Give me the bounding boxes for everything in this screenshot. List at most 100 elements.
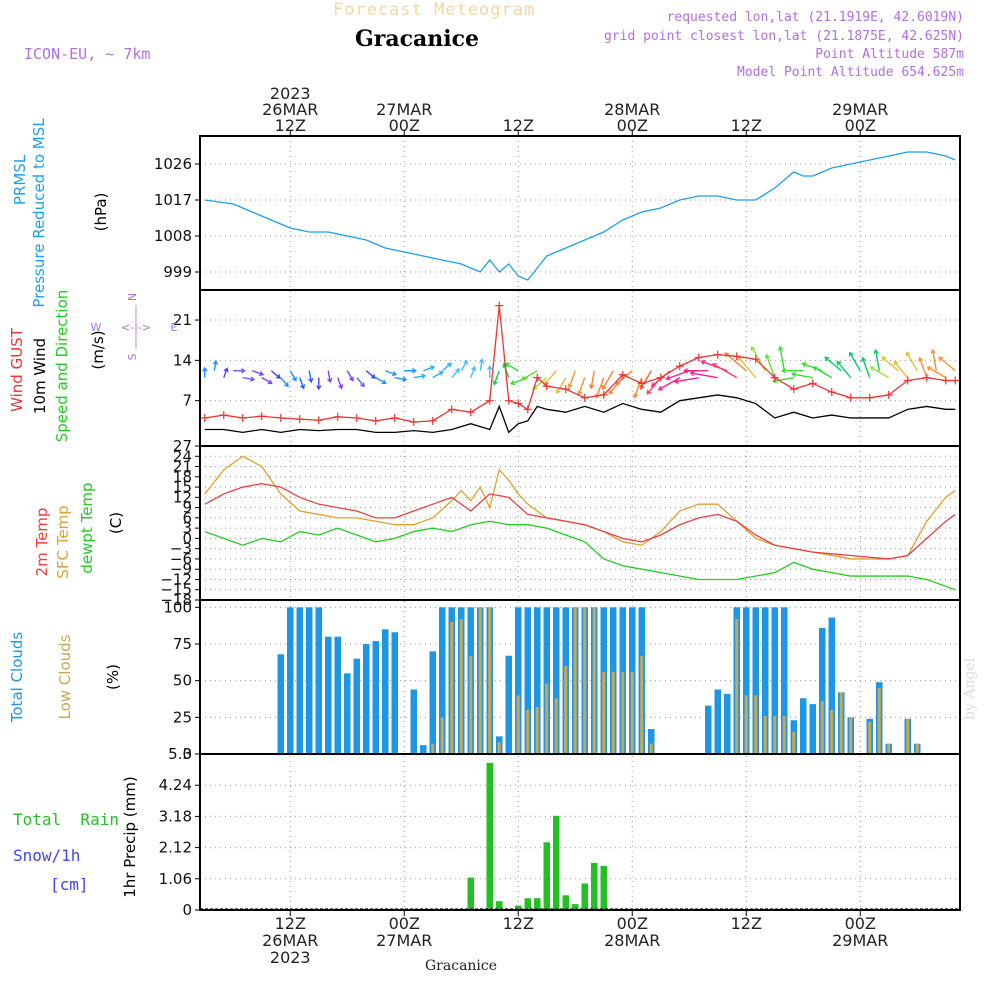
wind-vector-head <box>349 376 354 382</box>
wind-vector-head <box>905 351 911 357</box>
wind-gust-marker <box>428 416 437 425</box>
total-cloud-bar <box>553 607 560 754</box>
temperature-tick-label: −9 <box>170 560 192 578</box>
total-cloud-bar <box>334 636 341 754</box>
total-cloud-bar <box>828 617 835 754</box>
wind-vector-head <box>764 353 771 359</box>
compass-west: W <box>91 321 102 334</box>
wind-gust-marker <box>371 416 380 425</box>
bottom-time-label: 12Z <box>731 914 762 933</box>
wind-vector-head <box>918 356 924 362</box>
wind-vector-head <box>284 382 289 388</box>
wind-vector-head <box>446 362 452 368</box>
precip-tick-label: 1.06 <box>159 870 192 888</box>
wind-gust-marker <box>561 385 570 394</box>
low-cloud-bar <box>554 698 558 754</box>
wind-vector-head <box>471 365 477 371</box>
wind-vector <box>615 370 633 385</box>
temperature-tick-label: 12 <box>173 488 192 506</box>
total-cloud-bar <box>372 641 379 754</box>
wind-vector-head <box>750 345 756 352</box>
wind-vector-head <box>861 356 867 362</box>
wind-gust-marker <box>618 370 627 379</box>
temperature-tick-label: 21 <box>173 458 192 476</box>
bottom-time-label: 00Z <box>389 914 420 933</box>
total-cloud-bar <box>296 607 303 754</box>
top-time-label: 27MAR <box>376 100 432 119</box>
wind-vector <box>640 370 652 390</box>
wind-vector-head <box>801 362 807 368</box>
wind-vector <box>918 357 928 378</box>
wind-gust-marker <box>390 413 399 422</box>
temperature-axis-label: dewpt Temp <box>78 482 96 573</box>
wind-vector <box>595 377 605 398</box>
wind-gust-marker <box>542 382 551 391</box>
wind-gust-marker <box>514 399 523 408</box>
wind-speed-line <box>204 394 956 434</box>
clouds-axis-label: (%) <box>104 664 122 690</box>
wind-vector-head <box>790 371 797 378</box>
wind-vector-head <box>608 389 614 395</box>
meteogram-title: Forecast Meteogram <box>333 0 536 20</box>
low-cloud-bar <box>915 743 919 754</box>
wind-vector-head <box>360 382 365 388</box>
wind-vector <box>460 360 468 372</box>
wind-vector-head <box>824 356 830 362</box>
wind-vector-head <box>402 376 408 382</box>
wind-gust-marker <box>846 393 855 402</box>
wind-vector-head <box>492 380 498 386</box>
wind-vector-head <box>463 359 468 365</box>
credit-watermark: by Angel <box>962 657 978 720</box>
wind-gust-marker <box>884 390 893 399</box>
wind-vector <box>423 366 435 372</box>
wind-vector <box>223 368 228 378</box>
compass-east: E <box>171 321 178 334</box>
wind-vector-head <box>812 366 818 371</box>
total-cloud-bar <box>543 607 550 754</box>
wind-vector-head <box>479 358 485 364</box>
wind-tick-label: 21 <box>173 311 192 329</box>
wind-axis-label: Speed and Direction <box>53 290 71 443</box>
wind-vector-head <box>520 375 526 381</box>
wind-gust-marker <box>941 376 950 385</box>
wind-gust-marker <box>656 373 665 382</box>
wind-vector-head <box>421 373 427 379</box>
wind-vector-head <box>556 389 561 395</box>
low-cloud-bar <box>630 671 634 754</box>
wind-vector-head <box>267 379 273 385</box>
wind-vector-head <box>438 371 444 376</box>
wind-gust-marker <box>495 301 504 310</box>
wind-vector <box>451 368 460 379</box>
low-cloud-bar <box>849 717 853 754</box>
wind-vector-head <box>601 384 607 390</box>
pressure-axis-label: (hPa) <box>92 193 110 232</box>
wind-vector-head <box>589 384 595 390</box>
wind-vector <box>470 366 476 378</box>
total-cloud-bar <box>534 607 541 754</box>
total-cloud-bar <box>325 636 332 754</box>
wind-gust-marker <box>599 390 608 399</box>
top-time-label: 29MAR <box>832 100 888 119</box>
temperature-tick-label: 18 <box>173 468 192 486</box>
wind-vector <box>690 372 718 379</box>
precip-legend-label: Total Rain <box>13 810 119 829</box>
wind-vector-head <box>370 374 376 379</box>
wind-vector-head <box>689 370 695 377</box>
rain-bar <box>591 862 598 910</box>
total-cloud-bar <box>762 607 769 754</box>
total-cloud-bar <box>648 729 655 754</box>
wind-vector-head <box>930 348 936 354</box>
total-cloud-bar <box>724 693 731 754</box>
wind-vector-head <box>455 367 460 373</box>
wind-gust-marker <box>447 405 456 414</box>
clouds-axis-label: Low Clouds <box>56 634 74 719</box>
rain-bar <box>562 895 569 910</box>
wind-vector-head <box>657 385 663 391</box>
top-time-label: 00Z <box>617 116 648 135</box>
wind-axis-label: 10m Wind <box>31 338 49 414</box>
wind-vector <box>861 357 871 378</box>
wind-vector <box>432 371 443 379</box>
bottom-time-label: 00Z <box>617 914 648 933</box>
rain-bar <box>600 865 607 910</box>
